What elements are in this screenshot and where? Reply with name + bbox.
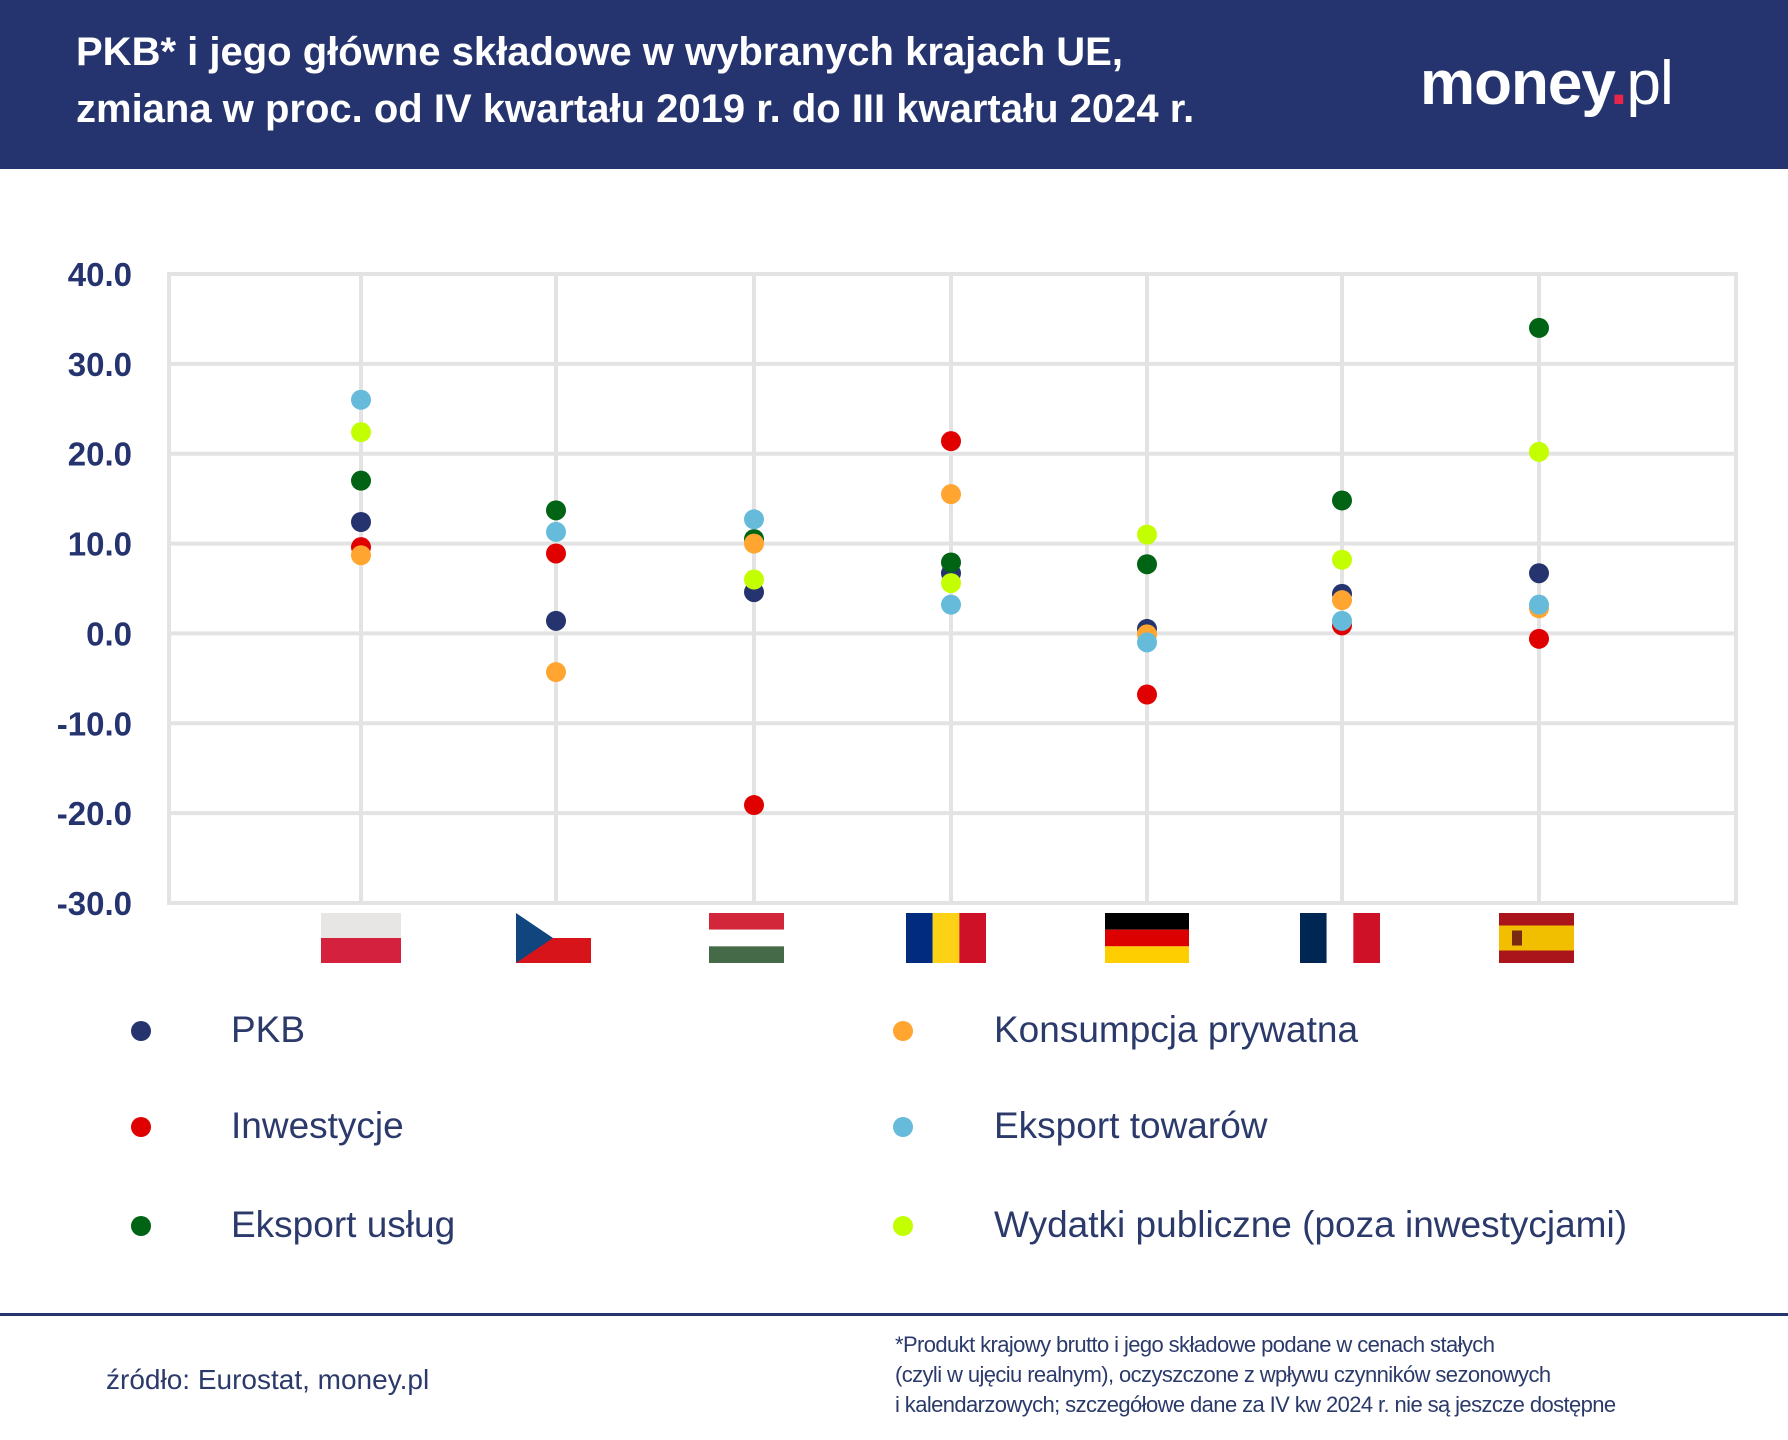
flag-stripe (1300, 913, 1327, 963)
data-point (546, 543, 566, 564)
data-point (546, 662, 566, 683)
legend-label: Inwestycje (231, 1105, 404, 1146)
flag-stripe (1105, 929, 1189, 947)
data-point (1332, 610, 1352, 631)
data-point (744, 533, 764, 554)
flag-stripe (1326, 913, 1354, 963)
data-point (1529, 563, 1549, 584)
y-tick-label: -30.0 (57, 885, 132, 922)
flag-stripe (709, 913, 784, 930)
data-point (744, 509, 764, 530)
y-tick-label: 30.0 (68, 346, 132, 383)
flag-triangle (516, 913, 553, 963)
data-point (351, 512, 371, 533)
y-tick-label: -20.0 (57, 795, 132, 832)
data-point (1529, 441, 1549, 462)
y-tick-label: -10.0 (57, 705, 132, 742)
data-point (941, 594, 961, 615)
data-point (941, 484, 961, 505)
title-line-2: zmiana w proc. od IV kwartału 2019 r. do… (76, 87, 1195, 131)
legend-marker (893, 1021, 913, 1041)
data-point (1332, 549, 1352, 570)
legend-label: Konsumpcja prywatna (994, 1009, 1359, 1050)
legend-label: PKB (231, 1009, 306, 1050)
flag-stripe (1499, 925, 1574, 951)
flag-stripe (709, 929, 784, 947)
data-point (1137, 684, 1157, 705)
flag-stripe (959, 913, 986, 963)
header: PKB* i jego główne składowe w wybranych … (0, 0, 1788, 169)
flag-stripe (906, 913, 933, 963)
legend-label: Eksport towarów (994, 1105, 1268, 1146)
data-point (351, 422, 371, 443)
data-point (1137, 632, 1157, 653)
data-point (546, 521, 566, 542)
footnote-line-3: i kalendarzowych; szczegółowe dane za IV… (895, 1392, 1616, 1417)
scatter-chart: 40.0 30.0 20.0 10.0 0.0 -10.0 -20.0 -30.0 (57, 256, 1738, 963)
data-point (941, 552, 961, 573)
data-point (351, 470, 371, 491)
data-point (1137, 554, 1157, 575)
legend-marker (893, 1216, 913, 1236)
data-point (546, 610, 566, 631)
legend-marker (893, 1117, 913, 1137)
flag-stripe (1353, 913, 1380, 963)
flag-stripe (932, 913, 960, 963)
legend-label: Wydatki publiczne (poza inwestycjami) (994, 1204, 1628, 1245)
chart-title: PKB* i jego główne składowe w wybranych … (76, 24, 1194, 138)
footnote: *Produkt krajowy brutto i jego składowe … (895, 1330, 1616, 1420)
footnote-line-2: (czyli w ujęciu realnym), oczyszczone z … (895, 1362, 1551, 1387)
flag-stripe (321, 938, 401, 963)
data-point (1529, 628, 1549, 649)
y-tick-label: 40.0 (68, 256, 132, 293)
data-point (1529, 317, 1549, 338)
data-point (744, 795, 764, 816)
footnote-line-1: *Produkt krajowy brutto i jego składowe … (895, 1332, 1495, 1357)
money-pl-logo: money.pl (1420, 49, 1674, 118)
legend-marker (131, 1216, 151, 1236)
title-line-1: PKB* i jego główne składowe w wybranych … (76, 30, 1123, 74)
data-point (1137, 524, 1157, 545)
y-tick-label: 0.0 (86, 615, 132, 652)
legend-marker (131, 1117, 151, 1137)
legend-marker (131, 1021, 151, 1041)
data-point (546, 500, 566, 521)
source-text: źródło: Eurostat, money.pl (106, 1364, 430, 1395)
data-point (351, 545, 371, 566)
data-point (1529, 594, 1549, 615)
data-point (744, 569, 764, 590)
data-point (941, 431, 961, 452)
flag-stripe (709, 946, 784, 963)
flag-stripe (1105, 913, 1189, 930)
flag-coat-of-arms (1512, 930, 1522, 946)
y-tick-label: 10.0 (68, 526, 132, 563)
data-point (351, 389, 371, 410)
divider (0, 1313, 1788, 1316)
data-point (1332, 590, 1352, 611)
flag-stripe (321, 913, 401, 938)
flag-stripe (1105, 946, 1189, 963)
data-point (941, 573, 961, 594)
data-point (1332, 490, 1352, 511)
y-tick-label: 20.0 (68, 436, 132, 473)
legend-label: Eksport usług (231, 1204, 456, 1245)
